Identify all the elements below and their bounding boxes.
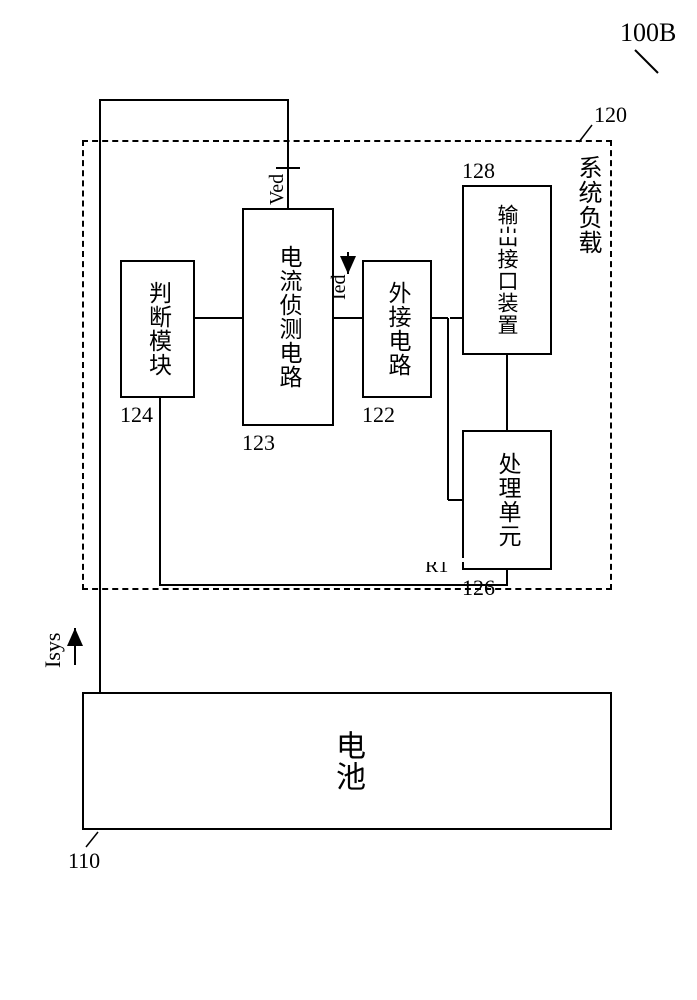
isys-label: Isys [40,633,66,668]
block-124-text: 判断模块 [141,281,175,377]
battery-block: 电池 [82,692,612,830]
block-123: 电流侦测电路 [242,208,334,426]
ref-120: 120 [594,102,627,128]
block-128-text: 输出接口装置 [492,204,522,336]
ied-text: Ied [328,274,351,300]
block-126-text: 处理单元 [490,452,524,548]
ref-122-text: 122 [362,402,395,428]
ved-text: Ved [266,174,289,205]
battery-text: 电池 [325,730,369,792]
block-128: 输出接口装置 [462,185,552,355]
ref-128: 128 [462,158,495,184]
ref-128-text: 128 [462,158,495,184]
ref-123: 123 [242,430,275,456]
figure-id: 100B [620,18,676,48]
isys-text: Isys [40,633,66,668]
block-123-text: 电流侦测电路 [271,245,305,389]
ref-110-text: 110 [68,848,100,874]
ied-label: Ied [328,274,351,300]
system-load-text: 系统负载 [570,155,605,255]
ref-126-text: 126 [462,575,495,601]
ref-124: 124 [120,402,153,428]
block-126: 处理单元 [462,430,552,570]
block-124: 判断模块 [120,260,195,398]
ref-124-text: 124 [120,402,153,428]
r1-text: R1 [425,555,448,578]
ved-label: Ved [266,174,289,205]
ref-110: 110 [68,848,100,874]
ref-126: 126 [462,575,495,601]
system-load-label: 系统负载 [570,155,605,255]
block-122-text: 外接电路 [380,281,414,377]
diagram-final: 100B 120 系统负载 电池 110 Isys 电流侦测电路 123 Ved… [0,0,697,1000]
block-122: 外接电路 [362,260,432,398]
ref-120-text: 120 [594,102,627,128]
ref-123-text: 123 [242,430,275,456]
r1-label: R1 [425,555,448,578]
ref-122: 122 [362,402,395,428]
figure-id-text: 100B [620,18,676,48]
